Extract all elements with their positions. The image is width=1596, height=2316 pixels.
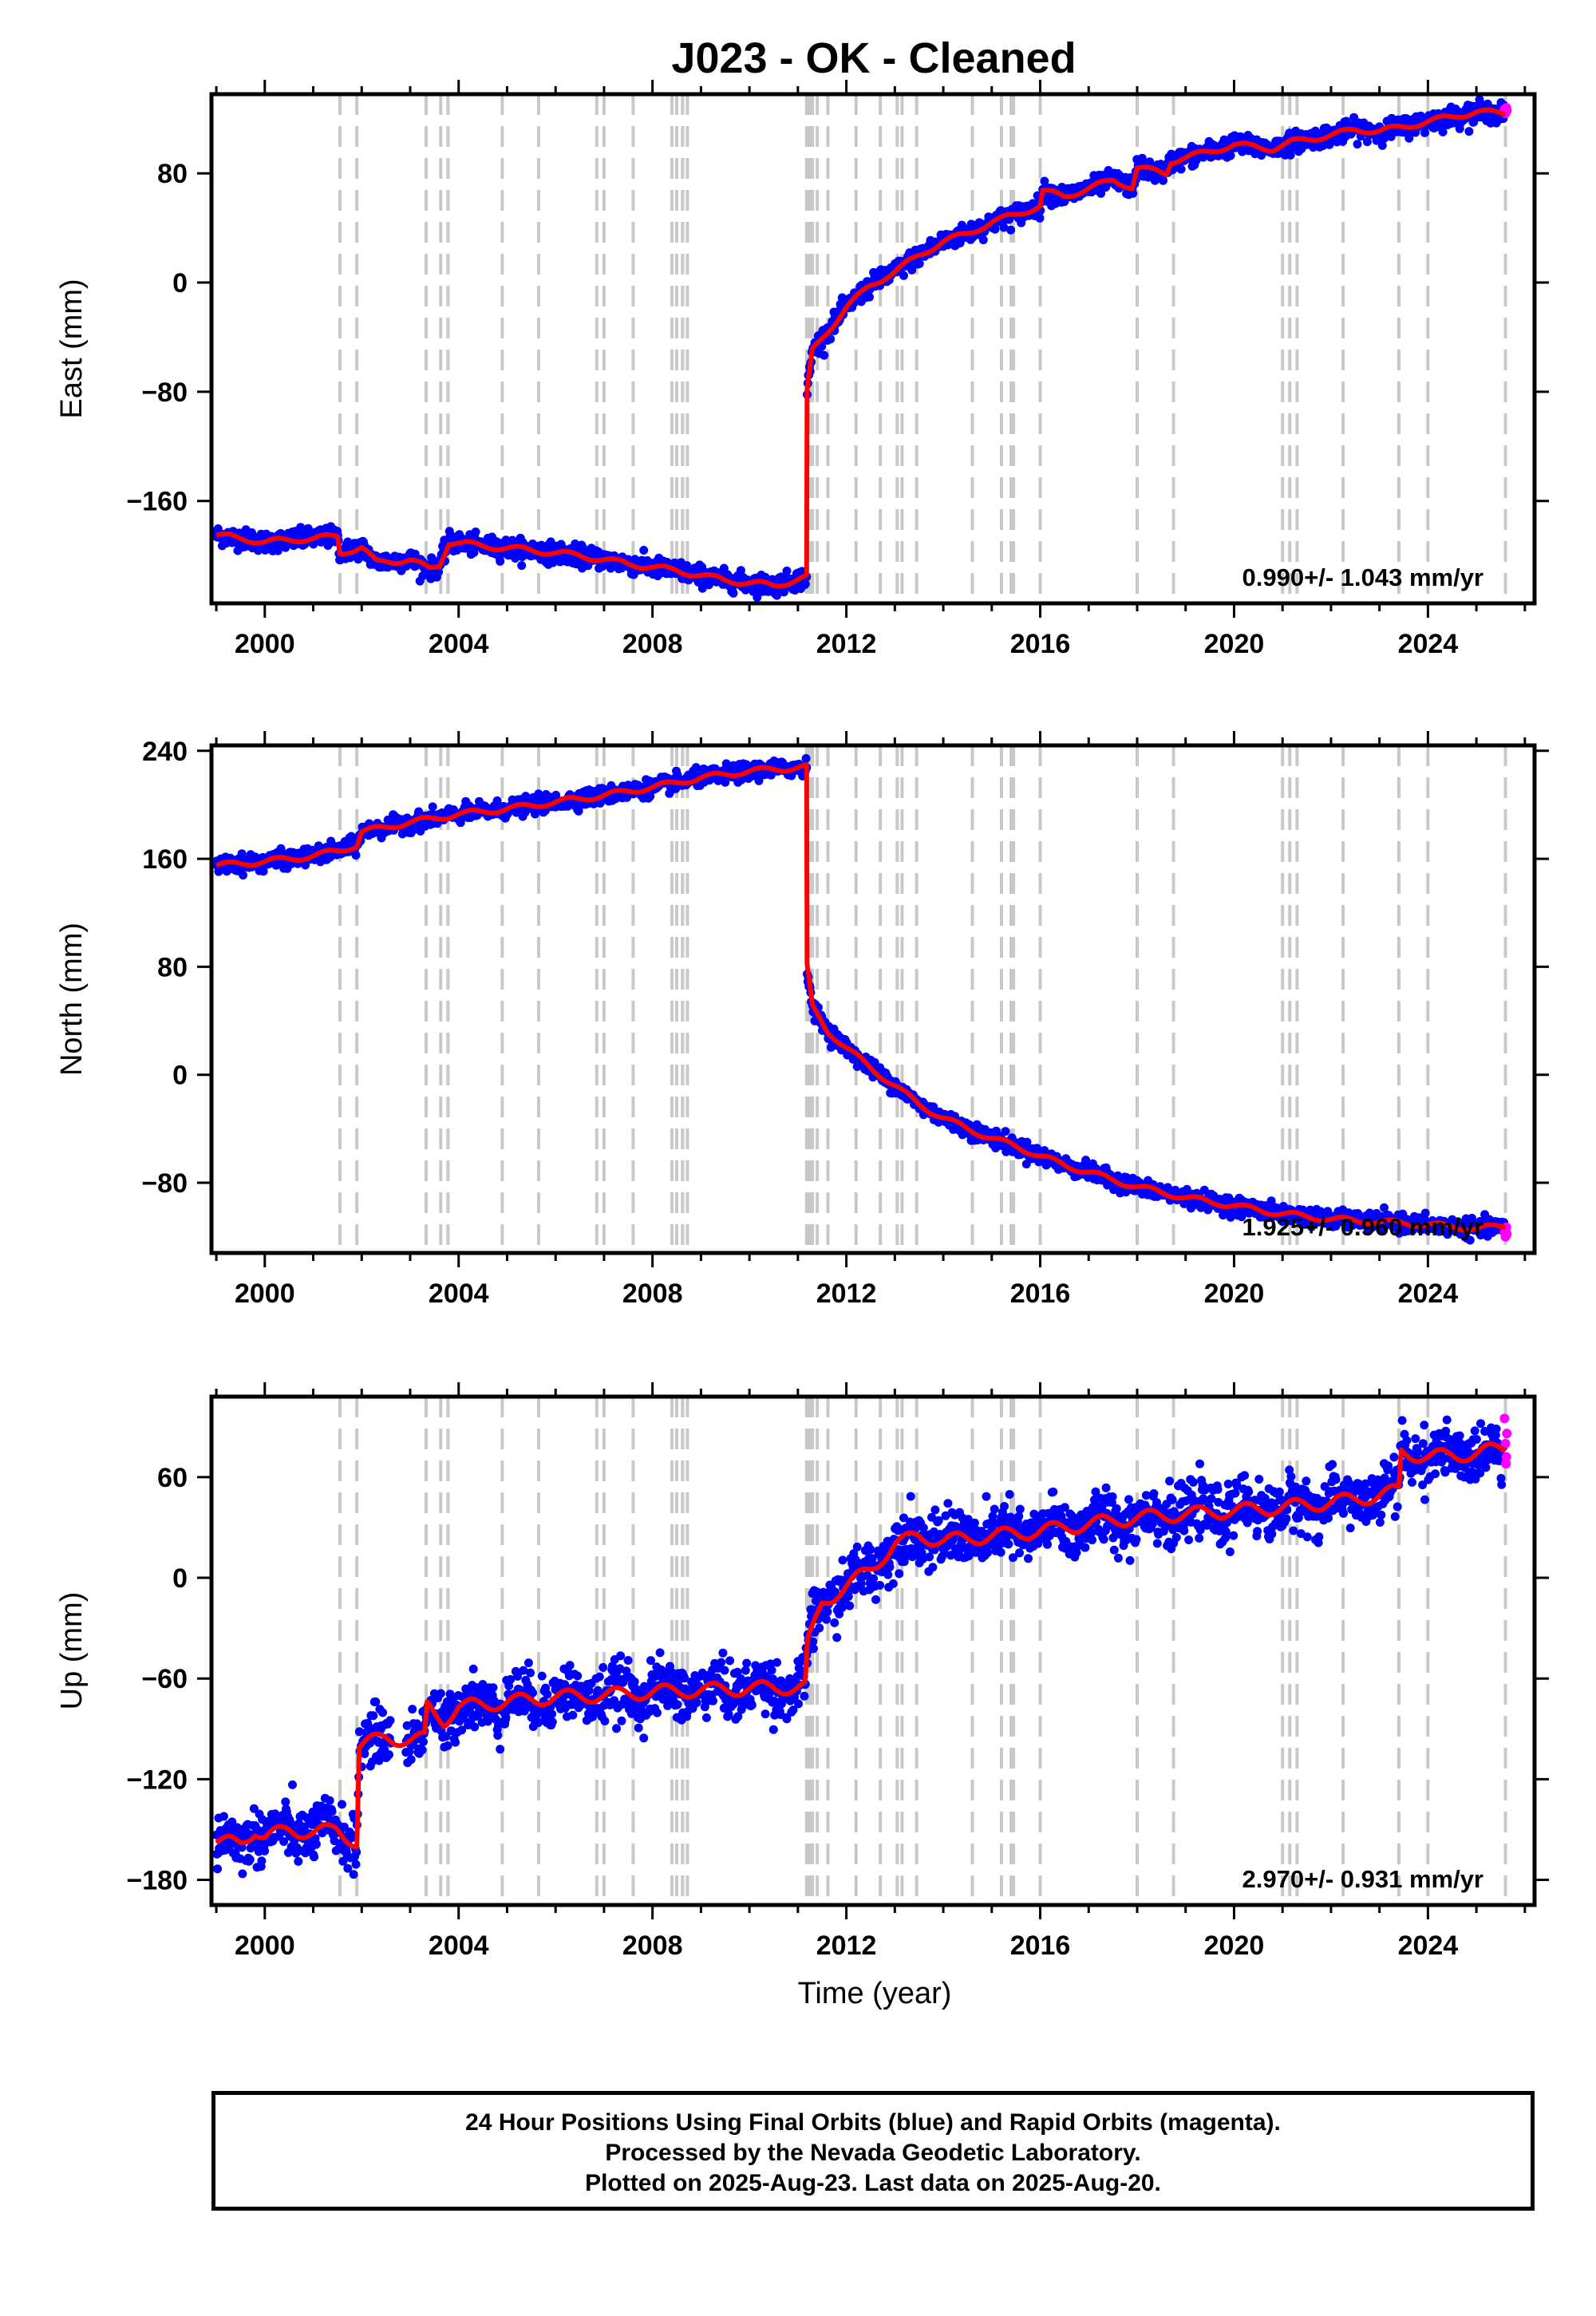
up-data-point [338,1800,346,1809]
north-rapid-point [1502,1229,1512,1239]
panel-up: 2000 2004 2008 2012 2016 2020 2024600−60−120−1… [55,1382,1549,2010]
north-y-axis: 240 160 80 0 −80 [141,737,1549,1199]
up-data-point [245,1855,255,1864]
up-data-point [219,1812,228,1821]
east-data-point [782,566,792,575]
east-data-point [281,543,290,552]
east-event-lines [338,94,1507,603]
east-y-tick-label: −160 [126,487,188,517]
north-x-tick-label: 2008 [622,1279,683,1309]
up-data-point [349,1870,358,1879]
east-x-tick-label: 2024 [1398,629,1459,659]
east-data-point [800,579,810,589]
east-y-tick-label: 80 [157,159,188,189]
east-rate-label: 0.990+/- 1.043 mm/yr [1242,563,1483,591]
north-y-tick-label: 80 [157,952,188,982]
north-y-tick-label: 240 [142,737,188,767]
east-data-point [978,235,988,245]
up-data-point [310,1852,318,1862]
east-x-tick-label: 2012 [816,629,877,659]
east-data-point [471,528,480,536]
east-data-point [1353,140,1362,149]
north-data-point [801,753,811,763]
east-data-point [907,265,917,275]
east-data-point [915,259,924,268]
north-data-point [351,851,361,860]
up-data-point [238,1869,247,1879]
east-data-point [865,292,874,302]
east-data-point [496,556,505,566]
up-plot-area [211,1397,1512,1905]
east-data-point [729,588,738,598]
up-data-point [288,1780,297,1789]
east-data-point [899,271,908,280]
east-x-tick-label: 2000 [235,629,295,659]
east-x-tick-label: 2004 [429,629,489,659]
north-x-tick-label: 2000 [235,1279,295,1309]
north-x-tick-label: 2016 [1010,1279,1071,1309]
east-data-point [1226,151,1235,160]
east-y-tick-label: −80 [141,377,188,408]
north-plot-area [211,745,1512,1253]
east-data-point [1464,127,1474,136]
east-x-tick-label: 2008 [622,629,683,659]
east-y-tick-label: 0 [172,268,188,298]
north-event-lines [338,745,1507,1253]
east-data-point [1006,225,1016,235]
east-data-point [1176,164,1186,174]
east-data-point [826,334,836,344]
east-y-axis-title: East (mm) [55,279,89,418]
east-data-point [517,561,527,571]
east-model-line [214,107,1507,589]
north-data-point [428,802,437,812]
north-y-tick-label: 0 [172,1061,188,1091]
up-data-point [213,1864,222,1874]
east-data-point [434,567,443,577]
up-event-lines [338,1397,1507,1905]
east-data-point [1420,128,1429,137]
north-x-tick-label: 2020 [1204,1279,1265,1309]
up-data-point [327,1807,337,1816]
north-data-point [1001,1127,1010,1136]
north-rate-label: 1.925+/- 0.960 mm/yr [1242,1213,1483,1241]
east-x-tick-label: 2016 [1010,629,1071,659]
north-data-point [239,871,248,880]
east-data-point [736,566,745,575]
east-x-tick-label: 2020 [1204,629,1265,659]
up-data-point [351,1860,361,1869]
up-final-points [211,1415,1509,1879]
east-data-point [1035,213,1045,223]
east-data-point [501,536,511,545]
east-final-points [211,95,1509,602]
north-y-tick-label: −80 [141,1168,188,1199]
up-data-point [325,1796,334,1805]
up-data-point [311,1840,321,1849]
east-data-point [1159,176,1167,185]
east-plot-area [211,94,1512,603]
up-data-point [294,1856,303,1866]
north-x-tick-label: 2004 [429,1279,489,1309]
panel-east: 2000 2004 2008 2012 2016 2020 2024 80 0 −80 −160 Ea… [55,80,1549,659]
north-final-points [211,753,1509,1245]
east-frame [209,92,1537,606]
north-y-tick-label: 160 [142,844,188,875]
north-x-tick-label: 2012 [816,1279,877,1309]
up-data-point [260,1846,270,1856]
east-data-point [820,350,829,360]
east-data-point [296,523,306,532]
north-x-tick-label: 2024 [1398,1279,1459,1309]
north-y-axis-title: North (mm) [55,923,89,1076]
page-title: J023 - OK - Cleaned [671,34,1077,82]
panel-north: 2000 2004 2008 2012 2016 2020 2024 240 160 80 0 −80… [55,731,1549,1309]
up-data-point [257,1856,267,1866]
east-data-point [639,546,649,555]
